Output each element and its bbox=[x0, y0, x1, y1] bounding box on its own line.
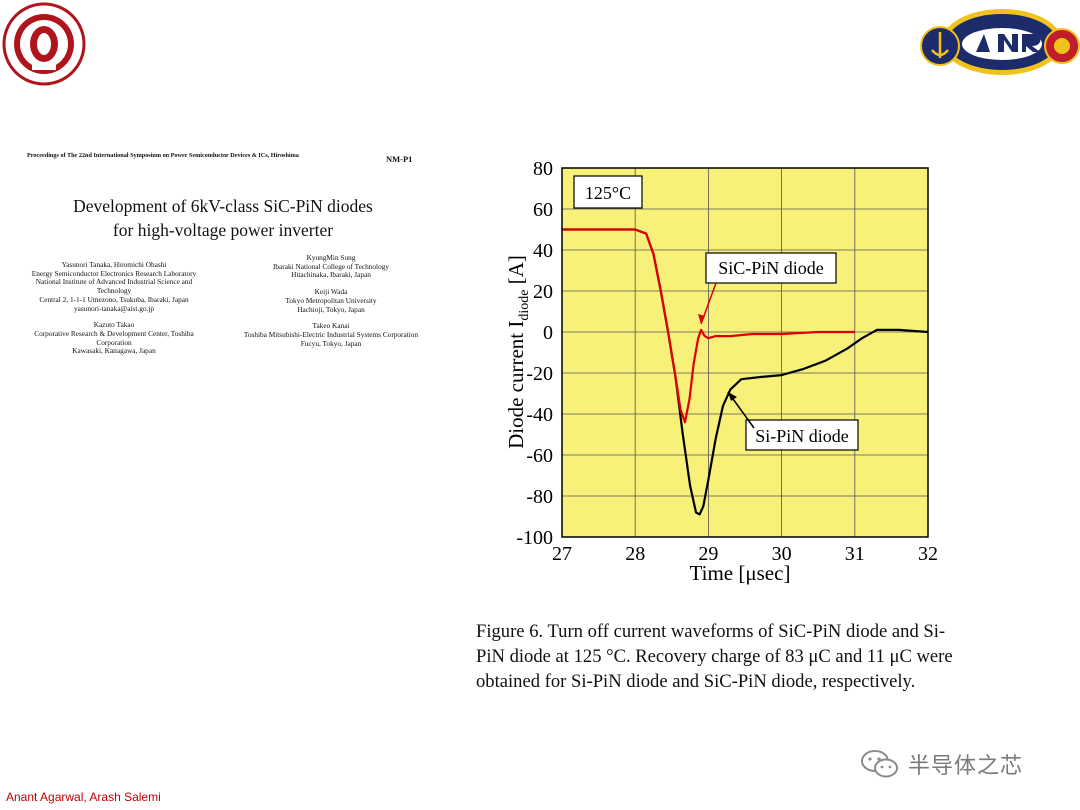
affiliation-line: Tokyo Metropolitan University bbox=[285, 295, 377, 305]
y-axis-label: Diode current Idiode [A] bbox=[504, 255, 532, 449]
y-tick-label: -60 bbox=[526, 445, 553, 467]
affiliation-line: Fucyu, Tokyo, Japan bbox=[300, 338, 362, 348]
x-tick-label: 32 bbox=[918, 543, 938, 565]
x-tick-labels: 27 28 29 30 31 32 bbox=[552, 543, 938, 565]
sic-label-box bbox=[705, 252, 837, 284]
affiliation-line: Hitachinaka, Ibaraki, Japan bbox=[291, 270, 371, 280]
x-tick-label: 30 bbox=[772, 543, 792, 565]
paper-code: NM-P1 bbox=[386, 154, 413, 164]
affiliation-line: Technology bbox=[96, 286, 132, 296]
caption-line: Figure 6. Turn off current waveforms of … bbox=[476, 621, 946, 642]
watermark-text: 半导体之芯 bbox=[908, 754, 1024, 779]
sic-series-label: SiC-PiN diode bbox=[718, 258, 824, 278]
affiliation-line: Ibaraki National College of Technology bbox=[272, 261, 390, 271]
y-tick-label: -100 bbox=[516, 527, 553, 549]
plot-frame bbox=[561, 167, 929, 538]
temperature-label: 125°C bbox=[585, 183, 631, 203]
paper-affiliations-right: KyungMin Sung Ibaraki National College o… bbox=[236, 253, 426, 348]
paper-affiliations-left: Yasunori Tanaka, Hiromichi Ohashi Energy… bbox=[24, 260, 204, 356]
x-tick-label: 27 bbox=[552, 543, 572, 565]
temperature-box bbox=[573, 175, 643, 209]
affiliation-line: Corporation bbox=[96, 337, 132, 347]
y-tick-labels: -100 -80 -60 -40 -20 0 20 40 60 80 bbox=[516, 158, 553, 549]
si-arrowhead bbox=[728, 392, 737, 401]
author-names: KyungMin Sung bbox=[306, 253, 356, 262]
onr-seal-logo bbox=[920, 9, 1080, 75]
footer-authors: Anant Agarwal, Arash Salemi bbox=[6, 790, 161, 804]
y-tick-label: 0 bbox=[543, 322, 553, 344]
affiliation-line: Energy Semiconductor Electronics Researc… bbox=[31, 268, 197, 278]
caption-line: obtained for Si-PiN diode and SiC-PiN di… bbox=[476, 671, 916, 692]
wechat-icon bbox=[861, 750, 898, 778]
x-tick-label: 29 bbox=[698, 543, 718, 565]
paper-title: Development of 6kV-class SiC-PiN diodes … bbox=[28, 194, 418, 242]
series bbox=[562, 228, 929, 516]
y-tick-label: -40 bbox=[526, 404, 553, 426]
si-series-label: Si-PiN diode bbox=[755, 426, 849, 446]
watermark: 半导体之芯 bbox=[860, 748, 1023, 780]
osu-seal-logo bbox=[2, 2, 86, 86]
x-tick-label: 28 bbox=[625, 543, 645, 565]
y-tick-label: 80 bbox=[533, 158, 553, 180]
author-names: Yasunori Tanaka, Hiromichi Ohashi bbox=[61, 260, 167, 269]
affiliation-line: National Institute of Advanced Industria… bbox=[35, 277, 193, 287]
sic-pin-series-line bbox=[562, 228, 855, 424]
paper-title-line: for high-voltage power inverter bbox=[112, 220, 334, 240]
y-axis-label-unit: [A] bbox=[504, 255, 528, 289]
y-axis-label-main: Diode current I bbox=[504, 321, 528, 449]
affiliation-email: yasunori-tanaka@aist.go.jp bbox=[73, 303, 155, 313]
y-axis-label-subscript: diode bbox=[517, 290, 532, 321]
paper-title-line: Development of 6kV-class SiC-PiN diodes bbox=[73, 196, 373, 216]
y-tick-label: -80 bbox=[526, 486, 553, 508]
affiliation-line: Kawasaki, Kanagawa, Japan bbox=[72, 346, 156, 356]
y-tick-label: 40 bbox=[533, 240, 553, 262]
x-tick-label: 31 bbox=[845, 543, 865, 565]
author-names: Keiji Wada bbox=[314, 287, 348, 297]
sic-arrowhead bbox=[698, 314, 705, 324]
affiliation-line: Central 2, 1-1-1 Umezono, Tsukuba, Ibara… bbox=[39, 294, 189, 304]
author-names: Takeo Kanai bbox=[312, 321, 350, 331]
y-tick-label: 60 bbox=[533, 199, 553, 221]
y-tick-label: -20 bbox=[526, 363, 553, 385]
affiliation-line: Corporative Research & Development Cente… bbox=[34, 328, 194, 338]
figure-caption: Figure 6. Turn off current waveforms of … bbox=[476, 619, 1036, 694]
x-axis-label: Time [μsec] bbox=[690, 561, 791, 585]
author-names: Kazuto Takao bbox=[93, 320, 135, 330]
plot-area bbox=[562, 168, 928, 537]
y-tick-label: 20 bbox=[533, 281, 553, 303]
paper-proceedings-line: Proceedings of The 22nd International Sy… bbox=[27, 152, 299, 159]
affiliation-line: Hachioji, Tokyo, Japan bbox=[297, 304, 365, 314]
caption-line: PiN diode at 125 °C. Recovery charge of … bbox=[476, 646, 953, 667]
affiliation-line: Toshiba Mitsubishi-Electric Industrial S… bbox=[243, 329, 419, 339]
diode-current-chart: -100 -80 -60 -40 -20 0 20 40 60 80 27 28 29 30 31 32 1… bbox=[504, 158, 938, 585]
si-label-box bbox=[745, 419, 859, 451]
